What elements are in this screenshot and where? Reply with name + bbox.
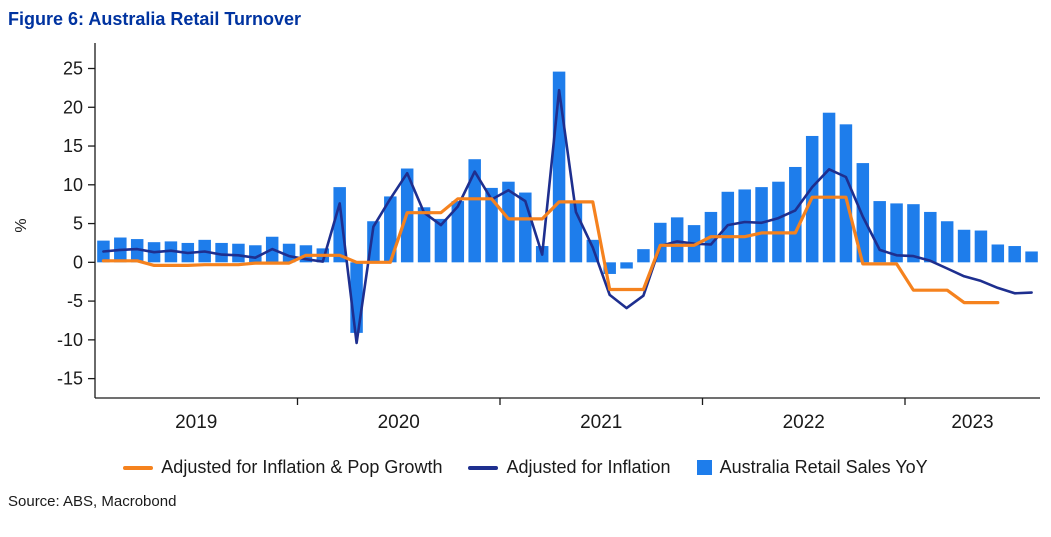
svg-text:25: 25 — [63, 59, 83, 79]
svg-text:2023: 2023 — [951, 412, 993, 433]
svg-text:-10: -10 — [57, 330, 83, 350]
svg-text:2019: 2019 — [175, 412, 217, 433]
axes — [88, 43, 1040, 405]
legend-item-retail-sales-yoy: Australia Retail Sales YoY — [696, 457, 928, 478]
svg-text:2022: 2022 — [783, 412, 825, 433]
svg-text:2020: 2020 — [378, 412, 420, 433]
retail-turnover-chart: 25 20 15 10 5 0 -5 -10 -15 2019 2020 2021 2022 2023% — [13, 43, 1040, 433]
svg-text:-5: -5 — [67, 291, 83, 311]
chart-legend: Adjusted for Inflation & Pop Growth Adju… — [0, 457, 1051, 478]
orange-line-marker — [123, 465, 154, 470]
svg-text:10: 10 — [63, 175, 83, 195]
svg-text:2021: 2021 — [580, 412, 622, 433]
figure-title: Figure 6: Australia Retail Turnover — [8, 9, 302, 29]
svg-text:5: 5 — [73, 214, 83, 234]
line-adjusted-for-inflation — [102, 88, 1033, 345]
blue-square-marker — [696, 460, 712, 475]
svg-text:%: % — [13, 218, 30, 232]
legend-label-adjusted-inflation: Adjusted for Inflation — [506, 457, 671, 477]
line-adjusted-for-inflation-pop-growth — [101, 195, 1000, 305]
svg-text:20: 20 — [63, 97, 83, 117]
legend-label-retail-sales-yoy: Australia Retail Sales YoY — [719, 457, 928, 477]
axis-labels: 25 20 15 10 5 0 -5 -10 -15 2019 2020 2021 2022 2023% — [13, 59, 994, 433]
svg-text:0: 0 — [73, 252, 83, 272]
svg-text:15: 15 — [63, 136, 83, 156]
legend-item-adjusted-inflation-pop-growth: Adjusted for Inflation & Pop Growth — [123, 457, 442, 478]
svg-text:-15: -15 — [57, 369, 83, 389]
source-note: Source: ABS, Macrobond — [8, 493, 177, 510]
legend-item-adjusted-inflation: Adjusted for Inflation — [468, 457, 671, 478]
bars-australia-retail-sales — [97, 71, 1038, 333]
legend-label-adjusted-inflation-pop-growth: Adjusted for Inflation & Pop Growth — [161, 457, 443, 477]
navy-line-marker — [468, 465, 499, 470]
